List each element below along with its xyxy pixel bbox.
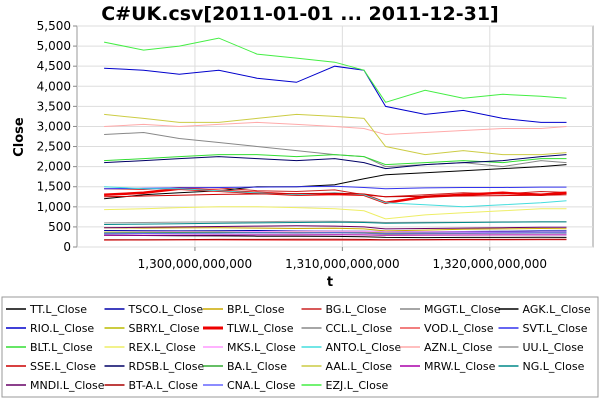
legend-label: AZN.L_Close [424, 341, 493, 354]
x-axis-label: t [327, 275, 333, 290]
legend-label: AAL.L_Close [326, 360, 393, 373]
series-line-blt-l-close [104, 154, 567, 166]
x-tick-label: 1,320,000,000,000 [433, 257, 548, 271]
legend-label: ANTO.L_Close [326, 341, 402, 354]
series-line-mrw-l-close [104, 234, 567, 236]
series-line-mks-l-close [104, 230, 567, 233]
series-line-tt-l-close [104, 234, 567, 239]
legend-label: RDSB.L_Close [129, 360, 205, 373]
series-line-svt-l-close [104, 185, 567, 190]
y-tick-label: 3,000 [37, 119, 71, 133]
legend-label: SBRY.L_Close [129, 322, 200, 335]
series-group [104, 37, 567, 241]
series-line-aal-l-close [104, 113, 567, 156]
legend-label: MRW.L_Close [424, 360, 496, 373]
legend-label: VOD.L_Close [424, 322, 494, 335]
legend-label: BLT.L_Close [30, 341, 93, 354]
legend-label: EZJ.L_Close [326, 379, 389, 392]
legend-label: MKS.L_Close [227, 341, 296, 354]
legend-label: CNA.L_Close [227, 379, 296, 392]
legend-items: TT.L_Close TSCO.L_Close BP.L_Close BG.L_Clo… [6, 303, 591, 392]
series-line-ng-l-close [104, 221, 567, 225]
y-tick-label: 500 [48, 220, 71, 234]
y-axis-label: Close [12, 117, 27, 157]
legend-label: SSE.L_Close [30, 360, 96, 373]
legend-label: BP.L_Close [227, 303, 285, 316]
y-tick-label: 3,500 [37, 99, 71, 113]
legend-label: SVT.L_Close [523, 322, 588, 335]
series-line-rio-l-close [104, 65, 567, 123]
y-tick-label: 4,500 [37, 59, 71, 73]
y-tick-label: 5,000 [37, 39, 71, 53]
y-axis: 0 500 1,000 1,500 2,000 2,500 3,000 3,500 4,000 4… [37, 19, 77, 254]
legend-label: MGGT.L_Close [424, 303, 501, 316]
series-line-rdsb-l-close [104, 154, 567, 170]
series-line-mndi-l-close [104, 225, 567, 230]
y-tick-label: 1,000 [37, 200, 71, 214]
legend-label: BA.L_Close [227, 360, 287, 373]
legend-label: CCL.L_Close [326, 322, 393, 335]
y-tick-label: 5,500 [37, 19, 71, 33]
y-tick-label: 1,500 [37, 180, 71, 194]
series-line-rex-l-close [104, 206, 567, 220]
plot-area [76, 25, 594, 248]
legend-label: REX.L_Close [129, 341, 196, 354]
series-line-sse-l-close [104, 192, 567, 198]
x-axis: 1,300,000,000,000 1,310,000,000,000 1,320,… [138, 247, 547, 271]
series-line-ezj-l-close [104, 37, 567, 103]
legend-label: TSCO.L_Close [128, 303, 204, 316]
legend-label: TLW.L_Close [226, 322, 294, 335]
legend-label: BT-A.L_Close [129, 379, 199, 392]
y-tick-label: 2,500 [37, 140, 71, 154]
legend-label: AGK.L_Close [523, 303, 591, 316]
legend-label: NG.L_Close [523, 360, 585, 373]
legend-label: MNDI.L_Close [30, 379, 105, 392]
x-tick-label: 1,300,000,000,000 [138, 257, 253, 271]
series-line-bp-l-close [104, 227, 567, 232]
legend-label: TT.L_Close [29, 303, 87, 316]
series-line-azn-l-close [104, 121, 567, 136]
chart-title: C#UK.csv[2011-01-01 ... 2011-12-31] [101, 3, 499, 25]
x-tick-label: 1,310,000,000,000 [285, 257, 400, 271]
y-tick-label: 4,000 [37, 79, 71, 93]
y-tick-label: 2,000 [37, 160, 71, 174]
legend-label: UU.L_Close [523, 341, 584, 354]
series-line-bt-a-l-close [104, 238, 567, 241]
series-line-cna-l-close [104, 232, 567, 235]
legend-label: RIO.L_Close [30, 322, 94, 335]
legend-label: BG.L_Close [326, 303, 387, 316]
y-tick-label: 0 [63, 240, 71, 254]
series-line-agk-l-close [104, 164, 567, 200]
